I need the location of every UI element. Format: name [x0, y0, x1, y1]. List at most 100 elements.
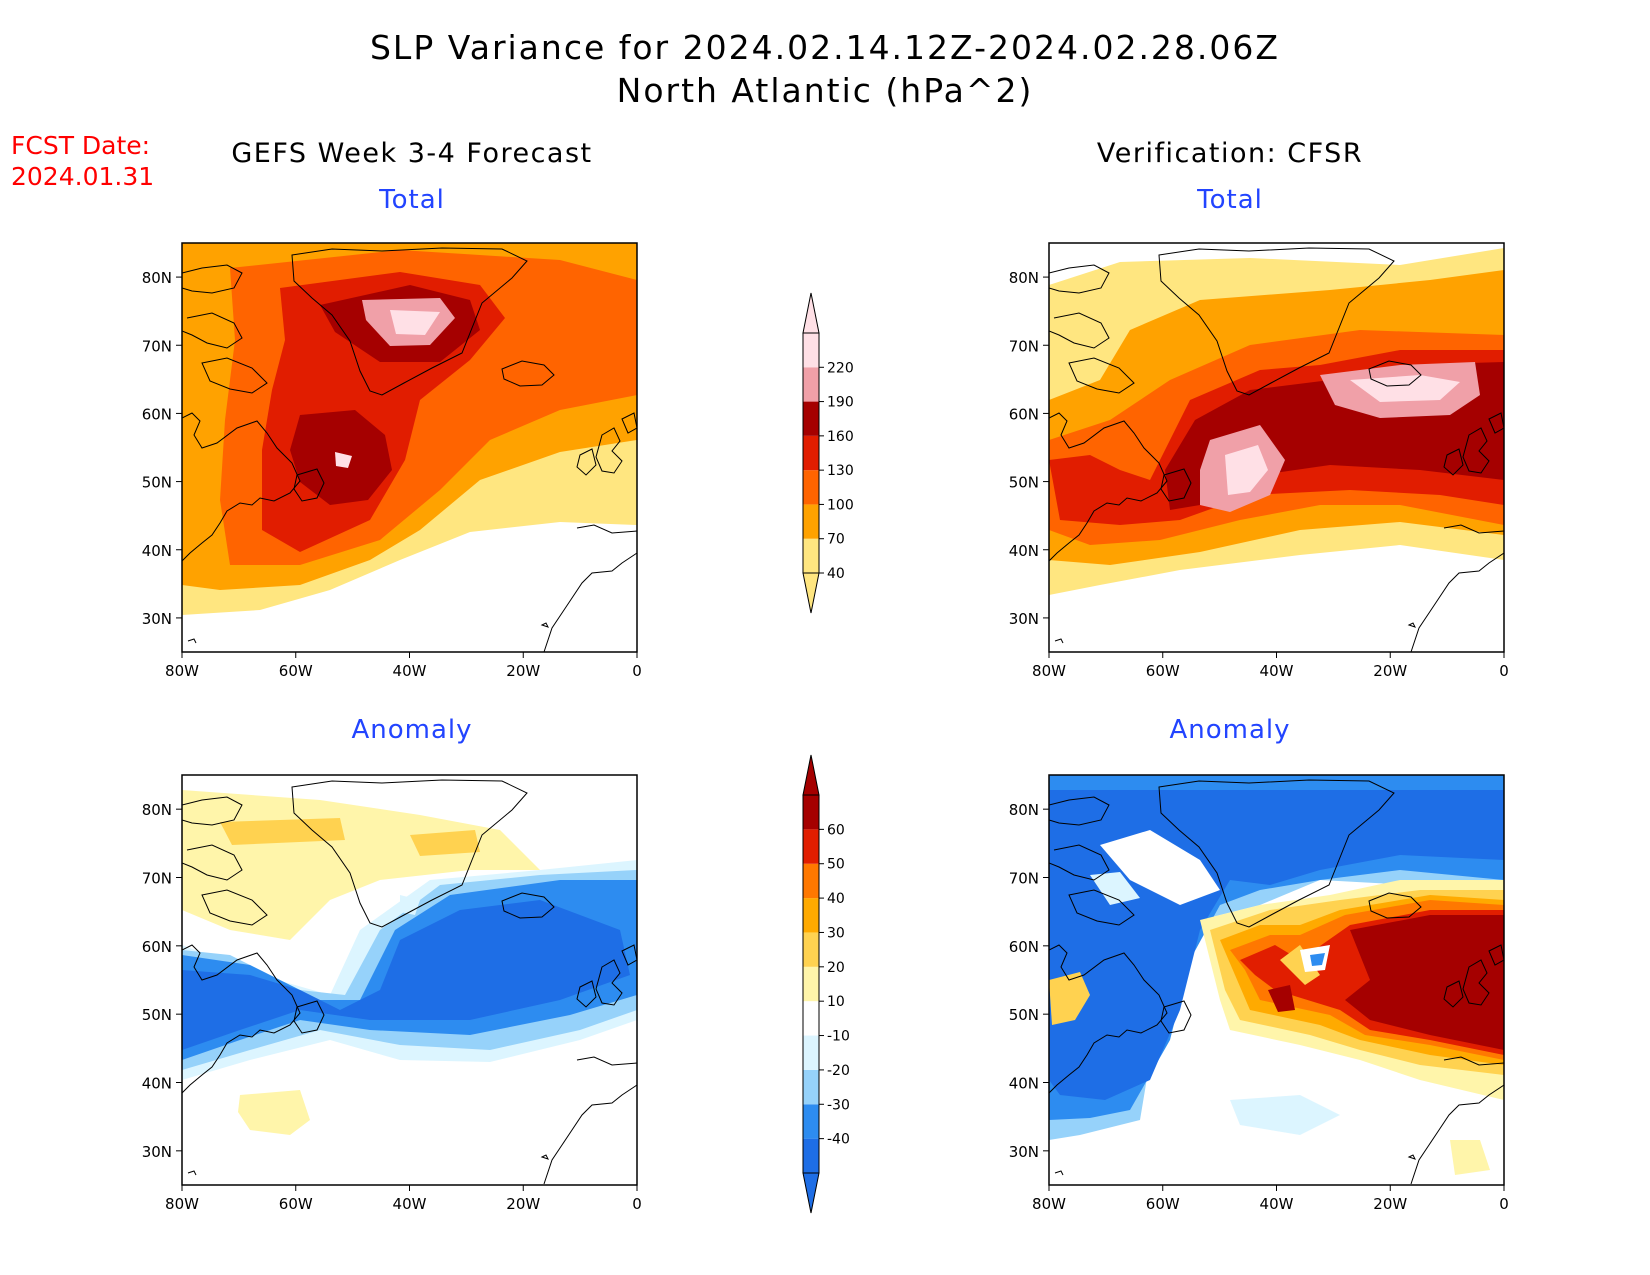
total-colorbar-label: 40	[827, 566, 845, 582]
anomaly-colorbar-swatch	[803, 863, 819, 899]
total-colorbar-low-arrow	[802, 572, 820, 614]
forecast-anomaly-lon-tick-label: 0	[632, 1195, 642, 1213]
verification-total-lon-tick-label: 0	[1499, 662, 1509, 680]
forecast-total-lat-tick-label: 70N	[142, 337, 172, 355]
forecast-anomaly-lat-tick-label: 30N	[142, 1143, 172, 1161]
forecast-anomaly-lat-tick-label: 60N	[142, 938, 172, 956]
total-colorbar-swatch	[803, 401, 819, 436]
forecast-anomaly-lat-tick-label: 40N	[142, 1075, 172, 1093]
anomaly-colorbar-label: -10	[827, 1029, 850, 1045]
total-colorbar-swatch	[803, 470, 819, 505]
verification-anomaly-lon-tick-label: 80W	[1032, 1195, 1066, 1213]
forecast-total-lon-tick-label: 80W	[165, 662, 199, 680]
anomaly-colorbar-label: 30	[827, 925, 845, 941]
forecast-total-lon-tick-label: 40W	[393, 662, 427, 680]
forecast-total-lon-tick-label: 60W	[279, 662, 313, 680]
forecast-anomaly-lon-tick-label: 80W	[165, 1195, 199, 1213]
anomaly-colorbar-swatch	[803, 1035, 819, 1070]
forecast-total-lat-tick-label: 80N	[142, 269, 172, 287]
verification-anomaly-lat-tick-label: 50N	[1009, 1006, 1039, 1024]
chart-title-line1: SLP Variance for 2024.02.14.12Z-2024.02.…	[369, 28, 1281, 67]
forecast-anomaly-lat-tick-label: 80N	[142, 801, 172, 819]
verification-total-lat-tick-label: 30N	[1009, 610, 1039, 628]
forecast-anomaly-lat-tick-label: 70N	[142, 870, 172, 888]
anomaly-colorbar-swatch	[803, 1104, 819, 1139]
anomaly-colorbar-swatch	[803, 829, 819, 864]
total-colorbar-label: 130	[827, 463, 854, 479]
anomaly-colorbar-swatch	[803, 966, 819, 1002]
verification-anomaly-lon-tick-label: 60W	[1146, 1195, 1180, 1213]
verification-total-lon-tick-label: 40W	[1260, 662, 1294, 680]
total-colorbar-swatch	[803, 333, 819, 368]
anomaly-colorbar-swatch	[803, 795, 819, 830]
verification-total-lat-tick-label: 40N	[1009, 542, 1039, 560]
anomaly-colorbar-swatch	[803, 1069, 819, 1105]
anomaly-colorbar-label: 40	[827, 891, 845, 907]
right-column-title: Verification: CFSR	[1096, 138, 1364, 169]
verification-total-lat-tick-label: 50N	[1009, 474, 1039, 492]
forecast-anomaly-subtitle: Anomaly	[351, 715, 473, 745]
verification-anomaly-lat-tick-label: 80N	[1009, 801, 1039, 819]
total-colorbar-high-arrow	[802, 292, 820, 334]
forecast-anomaly-lon-tick-label: 60W	[279, 1195, 313, 1213]
colorbar-layer: 40 70 100 130 160 190 220 -40 -30 -20 -10 10 20 30 40 5…	[802, 292, 854, 1214]
verification-total-lon-tick-label: 80W	[1032, 662, 1066, 680]
forecast-anomaly-panel	[181, 774, 638, 1186]
verification-anomaly-panel	[1048, 774, 1505, 1186]
verification-total-panel	[1048, 242, 1505, 653]
chart-title-line2: North Atlantic (hPa^2)	[616, 71, 1034, 110]
anomaly-colorbar-swatch	[803, 898, 819, 933]
verification-anomaly-subtitle: Anomaly	[1169, 715, 1291, 745]
verification-total-subtitle: Total	[1197, 185, 1263, 215]
forecast-anomaly-lon-tick-label: 20W	[506, 1195, 540, 1213]
anomaly-colorbar-label: 50	[827, 857, 845, 873]
anomaly-colorbar-low-arrow	[802, 1172, 820, 1214]
verification-anomaly-lat-tick-label: 30N	[1009, 1143, 1039, 1161]
anomaly-colorbar-label: -40	[827, 1132, 850, 1148]
forecast-total-lon-tick-label: 20W	[506, 662, 540, 680]
total-colorbar-label: 190	[827, 395, 854, 411]
anomaly-colorbar-swatch	[803, 1138, 819, 1173]
forecast-total-panel	[181, 242, 638, 653]
total-colorbar-swatch	[803, 538, 819, 573]
anomaly-colorbar-label: 10	[827, 994, 845, 1010]
forecast-total-lat-tick-label: 40N	[142, 542, 172, 560]
total-colorbar-swatch	[803, 435, 819, 471]
forecast-total-lat-tick-label: 60N	[142, 405, 172, 423]
forecast-total-lat-tick-label: 30N	[142, 610, 172, 628]
anomaly-colorbar-swatch	[803, 1001, 819, 1036]
verification-anomaly-lon-tick-label: 40W	[1260, 1195, 1294, 1213]
fcst-date: 2024.01.31	[11, 162, 155, 191]
anomaly-colorbar-high-arrow	[802, 754, 820, 796]
forecast-total-lat-tick-label: 50N	[142, 474, 172, 492]
verification-total-lon-tick-label: 20W	[1373, 662, 1407, 680]
verification-total-lat-tick-label: 80N	[1009, 269, 1039, 287]
anomaly-colorbar-label: -20	[827, 1063, 850, 1079]
forecast-total-lon-tick-label: 0	[632, 662, 642, 680]
axes-layer: 80W 60W 40W 20W 0 80N 70N 60N 50N 40N 30N 80W 60W 40W…	[142, 269, 1509, 1213]
total-colorbar-label: 160	[827, 429, 854, 445]
verification-anomaly-lon-tick-label: 20W	[1373, 1195, 1407, 1213]
verification-total-lat-tick-label: 70N	[1009, 337, 1039, 355]
anomaly-colorbar-label: 20	[827, 960, 845, 976]
forecast-total-subtitle: Total	[379, 185, 445, 215]
verification-total-lat-tick-label: 60N	[1009, 405, 1039, 423]
anomaly-colorbar-swatch	[803, 932, 819, 967]
verification-total-lon-tick-label: 60W	[1146, 662, 1180, 680]
total-colorbar-label: 220	[827, 360, 854, 376]
verification-anomaly-lat-tick-label: 60N	[1009, 938, 1039, 956]
total-colorbar-swatch	[803, 504, 819, 539]
verification-anomaly-lat-tick-label: 40N	[1009, 1075, 1039, 1093]
verification-anomaly-lon-tick-label: 0	[1499, 1195, 1509, 1213]
forecast-anomaly-lat-tick-label: 50N	[142, 1006, 172, 1024]
left-column-title: GEFS Week 3-4 Forecast	[231, 138, 593, 169]
fcst-label: FCST Date:	[11, 131, 151, 160]
anomaly-colorbar-label: 60	[827, 822, 845, 838]
total-colorbar-label: 100	[827, 497, 854, 513]
total-colorbar-label: 70	[827, 532, 845, 548]
forecast-anomaly-lon-tick-label: 40W	[393, 1195, 427, 1213]
total-colorbar-swatch	[803, 367, 819, 402]
verification-anomaly-lat-tick-label: 70N	[1009, 870, 1039, 888]
anomaly-colorbar-label: -30	[827, 1097, 850, 1113]
